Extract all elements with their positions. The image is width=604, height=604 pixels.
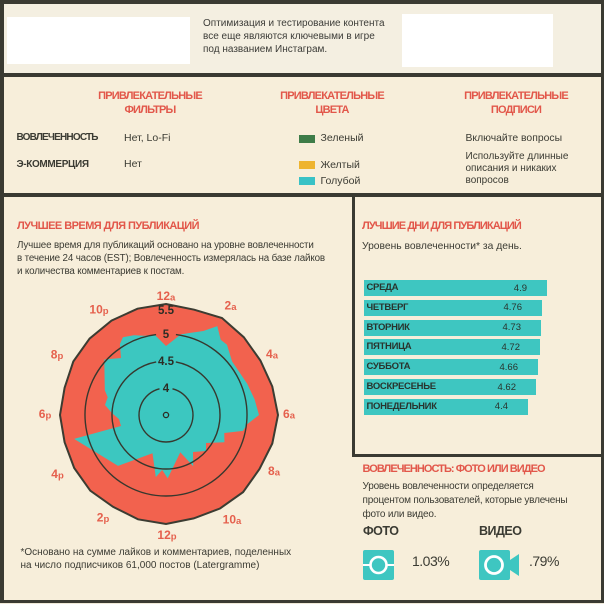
svg-text:8a: 8a: [268, 464, 281, 479]
svg-text:5: 5: [163, 329, 170, 341]
svg-text:12p: 12p: [157, 528, 176, 543]
svg-text:10p: 10p: [89, 303, 108, 318]
svg-text:2a: 2a: [225, 299, 238, 314]
svg-text:5.5: 5.5: [158, 305, 175, 317]
svg-text:2p: 2p: [97, 511, 110, 526]
svg-text:12a: 12a: [157, 289, 176, 304]
svg-text:6p: 6p: [39, 407, 52, 422]
svg-text:6a: 6a: [283, 407, 296, 422]
svg-text:8p: 8p: [51, 348, 64, 363]
svg-text:10a: 10a: [223, 513, 242, 528]
svg-text:4: 4: [163, 383, 170, 395]
svg-text:4a: 4a: [266, 347, 279, 362]
svg-text:4.5: 4.5: [158, 356, 175, 368]
svg-text:4p: 4p: [51, 467, 64, 482]
